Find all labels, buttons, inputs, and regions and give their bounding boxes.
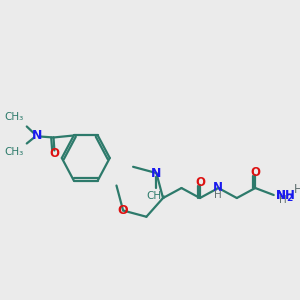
Text: O: O	[195, 176, 205, 188]
Text: CH₃: CH₃	[5, 148, 24, 158]
Text: N: N	[151, 167, 162, 179]
Text: H: H	[214, 190, 222, 200]
Text: NH: NH	[276, 188, 296, 202]
Text: O: O	[250, 166, 260, 178]
Text: O: O	[118, 204, 128, 217]
Text: H: H	[279, 195, 287, 205]
Text: H: H	[294, 182, 300, 196]
Text: 2: 2	[286, 194, 293, 202]
Text: CH₃: CH₃	[147, 191, 166, 201]
Text: O: O	[50, 147, 59, 160]
Text: N: N	[276, 188, 286, 202]
Text: N: N	[213, 181, 224, 194]
Text: CH₃: CH₃	[5, 112, 24, 122]
Text: N: N	[32, 129, 42, 142]
